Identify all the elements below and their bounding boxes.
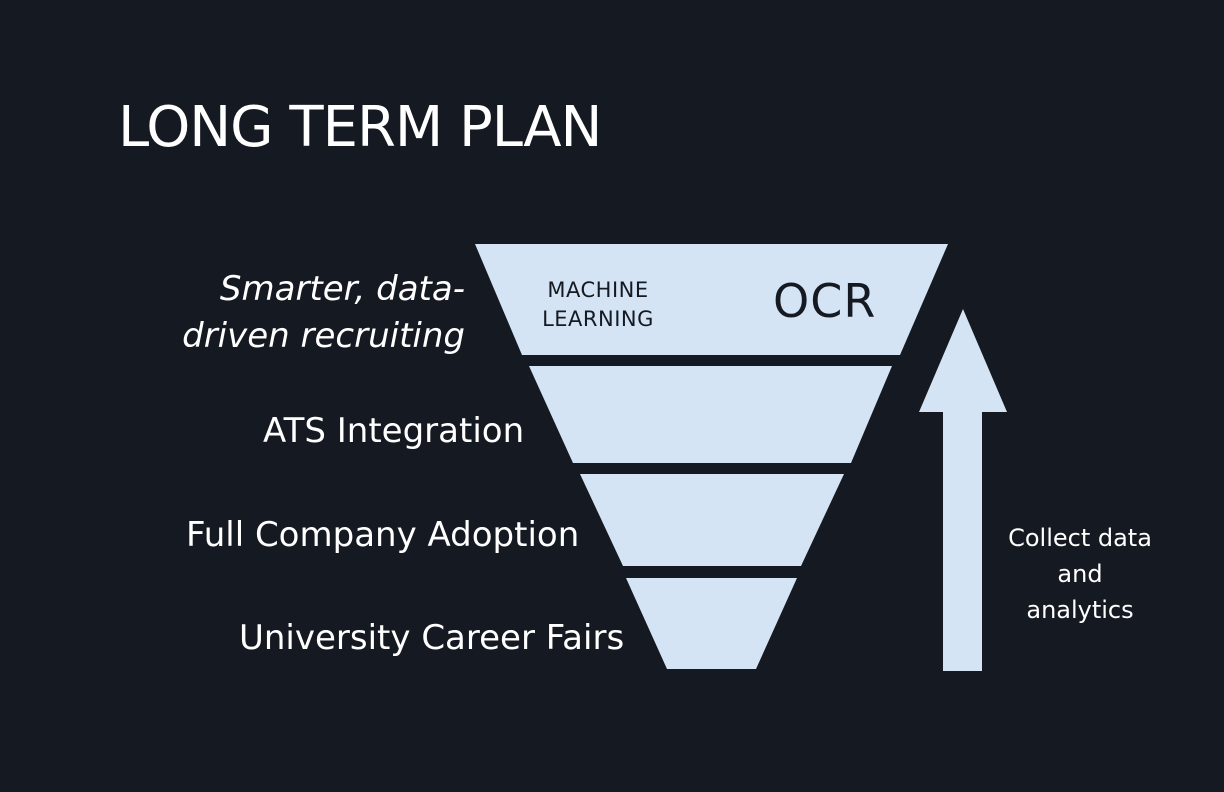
level-label-smarter-recruiting: Smarter, data-driven recruiting (182, 269, 465, 356)
up-arrow-icon (919, 309, 1007, 671)
ocr-text: OCR (773, 274, 877, 328)
funnel-segment-second (529, 366, 892, 463)
level-label-full-company-adoption: Full Company Adoption (186, 515, 580, 555)
machine-learning-text: MACHINE LEARNING (542, 278, 654, 331)
level-label-ats-integration: ATS Integration (263, 411, 525, 451)
level-label-university-career-fairs: University Career Fairs (239, 618, 625, 658)
funnel-segment-bottom (626, 578, 797, 669)
funnel-segment-third (580, 474, 844, 566)
funnel-segment-top (475, 244, 948, 355)
slide-title: LONG TERM PLAN (118, 95, 602, 160)
collect-data-note: Collect data and analytics (1008, 524, 1152, 624)
